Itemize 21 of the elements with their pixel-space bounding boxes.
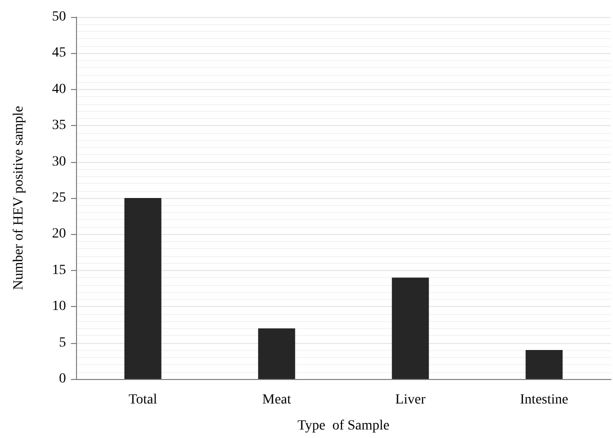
- y-tick-label: 5: [59, 335, 66, 350]
- x-tick-label: Liver: [395, 392, 426, 408]
- y-tick-label: 15: [52, 262, 66, 278]
- bar: [526, 350, 563, 379]
- y-tick-label: 45: [52, 46, 66, 61]
- y-tick-label: 25: [52, 190, 66, 206]
- bar: [124, 198, 162, 379]
- y-axis-title: Number of HEV positive sample: [12, 106, 26, 290]
- y-tick-label: 30: [52, 154, 66, 170]
- x-axis-title: Type of Sample: [298, 418, 390, 434]
- x-tick-label: Intestine: [520, 392, 568, 408]
- bar: [258, 328, 296, 379]
- x-tick-label: Meat: [262, 392, 292, 408]
- bar: [392, 278, 429, 379]
- y-tick-label: 50: [52, 10, 66, 24]
- y-tick-label: 40: [52, 82, 66, 97]
- y-tick-label: 20: [52, 226, 66, 242]
- y-tick-label: 0: [59, 372, 66, 386]
- y-tick-label: 10: [52, 299, 66, 314]
- x-tick-label: Total: [128, 392, 158, 408]
- y-tick-label: 35: [52, 118, 66, 134]
